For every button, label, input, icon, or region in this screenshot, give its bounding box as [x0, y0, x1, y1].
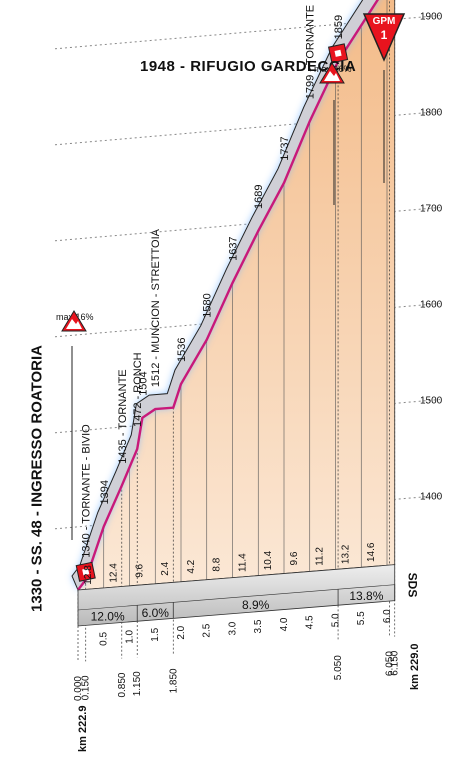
x-tick-label: 1.0 — [125, 629, 136, 643]
segment-gradient-label: 14.6 — [366, 542, 377, 562]
profile-fill — [77, 0, 396, 591]
sds-logo: SDS — [405, 572, 420, 598]
y-tick-label: 1600 — [420, 299, 443, 310]
y-tick-label: 1500 — [420, 395, 443, 406]
segment-gradient-label: 12.4 — [109, 563, 120, 583]
gpm-number: 1 — [380, 28, 388, 42]
km-mark-label: 6.150 — [390, 650, 401, 675]
route-line — [77, 0, 380, 591]
point-label: 1536 — [176, 338, 188, 362]
gpm-badge: GPM 1 — [362, 12, 406, 62]
x-tick-label: 6.0 — [382, 609, 393, 623]
y-tick-label: 1400 — [420, 491, 443, 502]
marker-center — [82, 568, 90, 576]
x-tick-label: 2.5 — [202, 623, 213, 637]
y-tick-label: 1700 — [420, 203, 443, 214]
x-tick-label: 3.0 — [228, 621, 239, 635]
km-mark-label: 0.150 — [81, 675, 92, 700]
point-label: 1504 — [137, 371, 149, 395]
point-label: 1394 — [99, 480, 111, 504]
climb-title: 1948 - RIFUGIO GARDECCIA — [140, 58, 357, 75]
km-start-label: km 222.9 — [77, 706, 89, 752]
segment-gradient-label: 11.4 — [237, 553, 248, 572]
profile-area-layer — [71, 0, 396, 662]
avg-gradient-label: 8.9% — [242, 598, 270, 612]
segment-gradient-label: 4.2 — [186, 559, 197, 573]
avg-gradient-label: 12.0% — [91, 610, 125, 624]
labels-layer: 12.8 12.4 9.6 2.4 4.2 8.8 11.4 10.4 9.6 11.2 13.2 1… — [81, 5, 384, 624]
km-mark-label: 0.000 — [73, 676, 84, 701]
x-tick-label: 5.0 — [331, 613, 342, 627]
x-tick-label: 4.0 — [279, 617, 290, 631]
point-label: 1435 - TORNANTE — [117, 369, 129, 463]
max-gradient-left: max 16% — [56, 310, 96, 332]
segment-gradient-label: 9.6 — [134, 563, 145, 577]
mountain-icon — [66, 319, 82, 329]
km-mark-label: 6.050 — [385, 651, 396, 676]
point-label: 1340 - TORNANTE - BIVIO — [81, 424, 93, 558]
x-tick-label: 3.5 — [253, 619, 264, 633]
segment-gradient-label: 9.6 — [289, 551, 300, 565]
gpm-label: GPM — [372, 16, 396, 27]
x-tick-label: 5.5 — [356, 611, 367, 625]
point-label: 1472 - RONCH — [132, 352, 144, 427]
point-label: 1799 - TORNANTE — [305, 5, 317, 99]
km-mark-label: 5.050 — [333, 655, 344, 680]
point-label: 1689 — [253, 184, 265, 208]
gradient-base-layer — [77, 564, 396, 627]
point-label: 1512 - MUNCION - STRETTOIA — [150, 228, 162, 387]
segment-gradient-label: 8.8 — [212, 557, 223, 571]
segment-gradient-label: 13.2 — [340, 544, 351, 564]
point-label: 1637 — [228, 236, 240, 260]
y-tick-label: 1800 — [420, 107, 443, 118]
segment-gradient-label: 12.8 — [83, 565, 94, 585]
mountain-icon — [324, 71, 340, 81]
avg-gradient-label: 6.0% — [142, 606, 170, 620]
y-tick-label: 1900 — [420, 11, 443, 22]
segment-gradient-label: 10.4 — [263, 550, 274, 570]
km-mark-label: 1.850 — [168, 668, 179, 693]
km-mark-label: 0.850 — [117, 672, 128, 697]
point-label: 1580 — [202, 293, 214, 317]
km-mark-label: 1.150 — [132, 671, 143, 696]
gradient-band-divider — [77, 584, 395, 611]
x-tick-label: 4.5 — [305, 615, 316, 629]
axis-layer: 1400 1500 1600 1700 1800 1900 0.5 1.0 1.5 2.0 2.5 3… — [73, 11, 443, 752]
max-gradient-top: max 16% — [314, 62, 354, 84]
avg-gradient-label: 13.8% — [349, 589, 383, 603]
start-label: 1330 - SS. 48 - INGRESSO ROATORIA — [28, 344, 46, 613]
km-end-label: km 229.0 — [409, 644, 421, 690]
x-tick-label: 0.5 — [99, 632, 110, 646]
point-label: 1737 — [279, 136, 291, 160]
segment-gradient-label: 11.2 — [315, 547, 326, 566]
segment-gradient-label: 2.4 — [160, 561, 171, 575]
point-label: 1859 — [333, 15, 345, 39]
marker-center — [334, 49, 342, 57]
x-tick-label: 2.0 — [176, 625, 187, 639]
x-tick-label: 1.5 — [150, 627, 161, 641]
